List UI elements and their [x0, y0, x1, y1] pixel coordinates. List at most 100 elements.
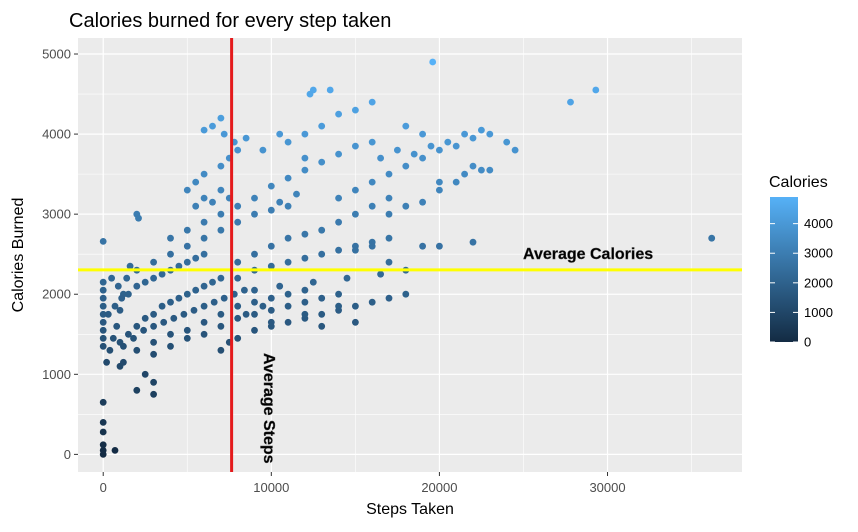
data-point	[469, 162, 477, 170]
data-point	[150, 338, 158, 346]
data-point	[301, 286, 309, 294]
data-point	[200, 282, 208, 290]
data-point	[301, 310, 309, 318]
data-point	[436, 146, 443, 154]
data-point	[234, 202, 242, 210]
data-point	[217, 346, 225, 354]
data-point	[108, 274, 115, 282]
y-axis-label: Calories Burned	[10, 198, 27, 313]
data-point	[267, 294, 275, 302]
data-point	[109, 334, 117, 342]
data-point	[251, 298, 258, 306]
chart-title: Calories burned for every step taken	[69, 10, 391, 32]
data-point	[111, 447, 119, 454]
data-point	[133, 322, 141, 330]
data-point	[385, 258, 393, 266]
data-point	[352, 142, 359, 150]
data-point	[106, 346, 114, 354]
data-point	[318, 158, 326, 166]
data-point	[385, 210, 393, 218]
data-point	[318, 122, 326, 130]
data-point	[318, 250, 326, 258]
data-point	[478, 166, 485, 174]
data-point	[150, 322, 158, 330]
data-point	[469, 134, 477, 142]
data-point	[217, 310, 225, 318]
data-point	[335, 110, 342, 118]
data-point	[99, 326, 107, 334]
data-point	[99, 278, 107, 286]
data-point	[99, 419, 107, 426]
data-point	[133, 386, 141, 394]
data-point	[133, 282, 141, 290]
data-point	[284, 138, 292, 146]
data-point	[377, 270, 384, 278]
data-point	[103, 358, 110, 366]
data-point	[126, 262, 134, 270]
data-point	[486, 166, 494, 174]
data-point	[284, 318, 292, 326]
data-point	[436, 242, 443, 250]
data-point	[385, 234, 393, 242]
data-point	[141, 370, 149, 378]
data-point	[167, 342, 174, 350]
reference-lines	[78, 38, 742, 472]
data-point	[234, 334, 242, 342]
data-point	[368, 242, 376, 250]
data-point	[301, 130, 309, 138]
x-tick-label: 20000	[421, 480, 457, 495]
data-point	[200, 170, 208, 178]
data-point	[469, 238, 477, 246]
data-point	[234, 146, 242, 154]
data-point	[284, 174, 292, 182]
data-point	[318, 310, 326, 318]
data-point	[251, 286, 258, 294]
data-point	[217, 210, 225, 218]
data-point	[241, 286, 248, 294]
data-point	[183, 326, 191, 334]
data-point	[567, 98, 574, 106]
data-point	[267, 306, 275, 314]
data-point	[99, 310, 107, 318]
data-point	[99, 428, 107, 436]
data-point	[309, 278, 317, 286]
y-tick-label: 0	[64, 447, 71, 462]
data-point	[180, 310, 188, 318]
data-point	[183, 290, 191, 298]
data-point	[140, 326, 148, 334]
data-point	[267, 318, 275, 326]
data-point	[335, 218, 342, 226]
data-point	[234, 218, 242, 226]
data-point	[301, 230, 309, 238]
data-point	[293, 190, 300, 198]
data-point	[158, 270, 166, 278]
data-point	[200, 330, 208, 338]
legend-colorbar	[770, 197, 798, 342]
y-axis-ticks: 0 1000 2000 3000 4000 5000	[42, 47, 78, 462]
data-point	[429, 58, 437, 66]
data-point	[452, 142, 460, 150]
data-point	[192, 202, 200, 210]
data-point	[284, 290, 292, 298]
data-point	[210, 298, 218, 306]
data-point	[385, 294, 393, 302]
grid-lines	[78, 38, 742, 472]
data-point	[141, 314, 149, 322]
data-point	[503, 138, 511, 146]
data-point	[220, 294, 228, 302]
data-point	[267, 242, 275, 250]
data-point	[461, 130, 468, 138]
data-point	[120, 342, 127, 350]
data-point	[419, 242, 426, 250]
avg-steps-label: Average Steps	[260, 353, 277, 464]
data-point	[352, 186, 359, 194]
data-point	[276, 198, 284, 206]
data-point	[150, 310, 158, 318]
legend-title: Calories	[769, 174, 828, 191]
data-point	[461, 170, 468, 178]
data-point	[368, 178, 376, 186]
data-point	[301, 298, 309, 306]
data-point	[183, 334, 191, 342]
data-point	[135, 214, 142, 222]
data-point	[284, 234, 292, 242]
